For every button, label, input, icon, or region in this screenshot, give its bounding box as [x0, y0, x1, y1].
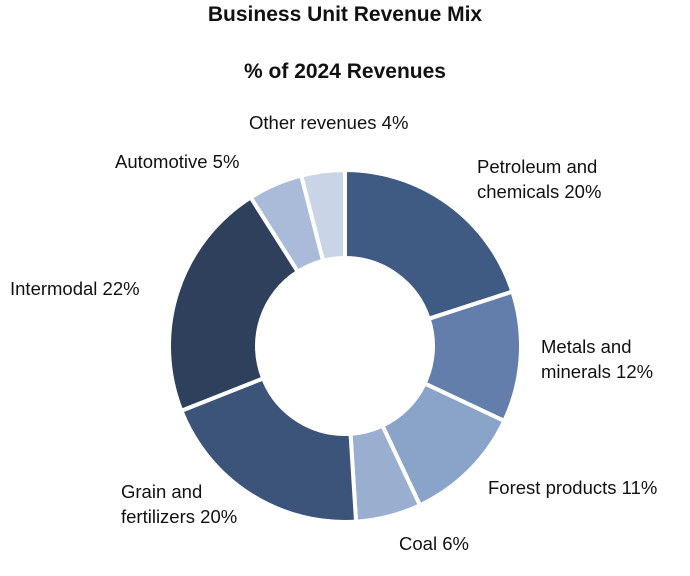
label-line: Petroleum and — [477, 156, 598, 177]
label-line: fertilizers 20% — [121, 506, 238, 527]
label-line: Metals and — [541, 336, 632, 357]
donut-slice-other-revenues — [298, 167, 347, 264]
label-forest-products: Forest products 11% — [488, 477, 658, 498]
donut-slice-petroleum-and-chemicals — [343, 167, 515, 322]
chart-subtitle: % of 2024 Revenues — [244, 60, 446, 83]
label-line: chemicals 20% — [477, 181, 602, 202]
label-coal: Coal 6% — [399, 533, 469, 554]
label-intermodal: Intermodal 22% — [10, 278, 140, 299]
label-line: minerals 12% — [541, 361, 654, 382]
chart-title: Business Unit Revenue Mix — [207, 3, 483, 26]
label-metals-and-minerals: Metals and minerals 12% — [541, 334, 653, 384]
label-line: Grain and — [121, 481, 203, 502]
donut-slice-grain-and-fertilizers — [178, 375, 359, 524]
label-other-revenues: Other revenues 4% — [249, 112, 409, 133]
label-automotive: Automotive 5% — [115, 151, 240, 172]
label-petroleum-and-chemicals: Petroleum and chemicals 20% — [477, 154, 601, 204]
label-grain-and-fertilizers: Grain and fertilizers 20% — [121, 479, 237, 529]
donut-slice-intermodal — [167, 194, 301, 414]
